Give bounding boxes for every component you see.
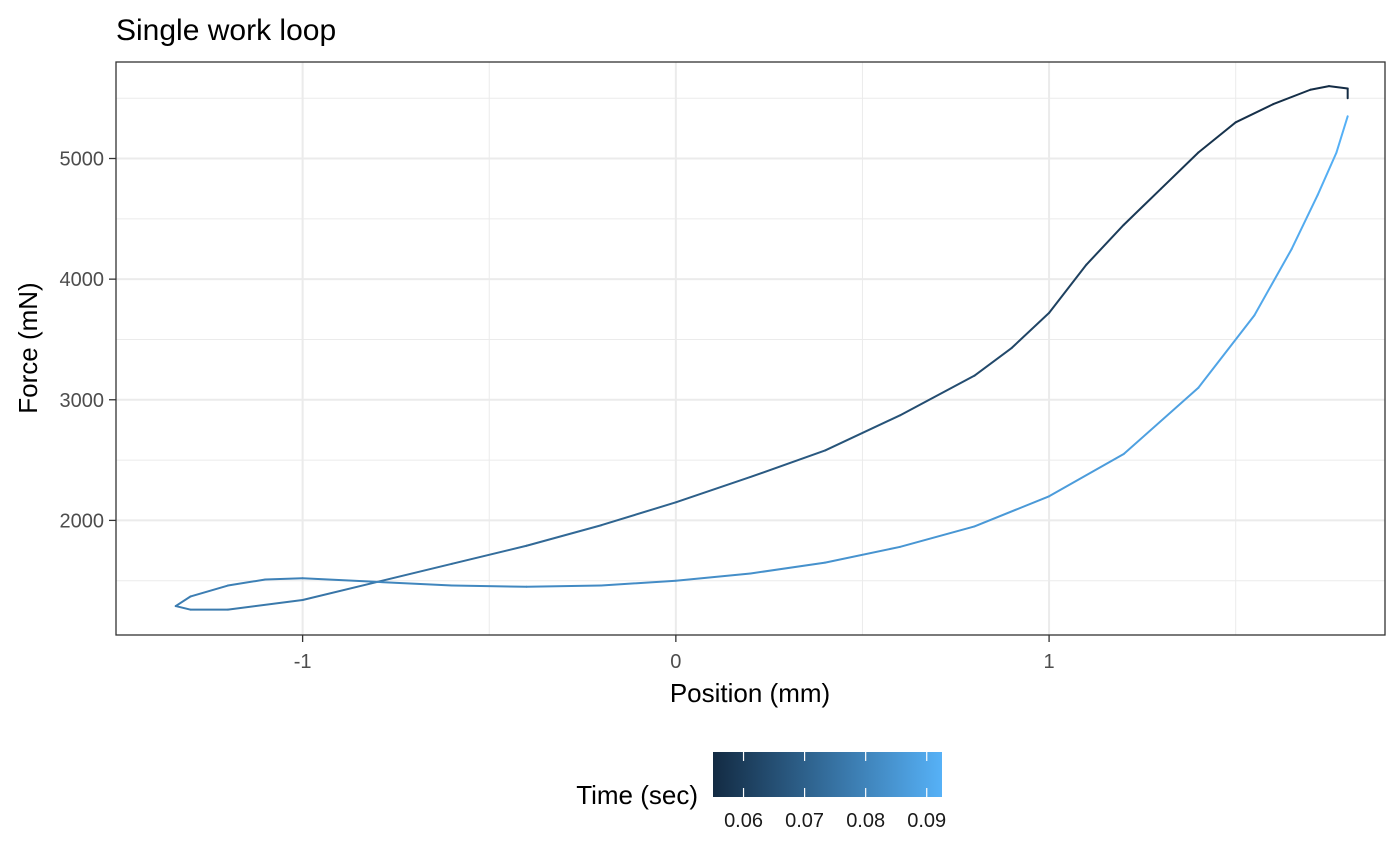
series-work-loop [174, 85, 1349, 611]
series-segment [1316, 151, 1338, 196]
series-segment [376, 562, 453, 583]
series-segment [174, 595, 192, 608]
series-segment [301, 580, 379, 602]
series-segment [1122, 187, 1163, 226]
series-segment [973, 495, 1051, 528]
series-segment [973, 346, 1013, 377]
series-segment [226, 599, 304, 611]
legend-title: Time (sec) [576, 780, 698, 810]
plot-border [115, 61, 1386, 636]
series-segment [824, 414, 901, 452]
series-segment [824, 545, 901, 564]
series-segment [189, 584, 229, 598]
series-segment [749, 561, 827, 575]
series-segment [1335, 115, 1349, 154]
y-tick-label: 4000 [60, 269, 105, 291]
x-axis: -1 0 1 [294, 635, 1055, 673]
series-segment [1085, 223, 1125, 266]
series-segment [600, 579, 677, 587]
series-segment [226, 578, 267, 587]
series-segment [450, 544, 528, 565]
grid-major [116, 62, 1385, 635]
series-segment [1048, 263, 1088, 314]
series-segment [1309, 85, 1331, 91]
series-segment [674, 572, 752, 582]
series-segment [450, 584, 528, 588]
series-segment [1272, 88, 1312, 106]
x-axis-title: Position (mm) [670, 678, 830, 708]
y-tick-label: 3000 [60, 390, 105, 412]
plot-background [116, 62, 1385, 635]
series-segment [1197, 314, 1256, 389]
series-segment [1048, 453, 1125, 498]
y-axis-title: Force (mN) [13, 282, 43, 413]
series-segment [1234, 103, 1275, 124]
legend-tick-label: 0.09 [907, 810, 946, 832]
y-tick-label: 5000 [60, 149, 105, 171]
series-segment [376, 580, 453, 587]
series-segment [898, 525, 976, 548]
series-segment [1010, 311, 1051, 349]
series-segment [749, 449, 827, 478]
series-segment [1197, 121, 1237, 154]
legend: Time (sec) 0.06 0.07 0.08 0.09 [576, 752, 946, 832]
series-segment [600, 501, 677, 527]
series-segment [1253, 247, 1293, 317]
series-segment [898, 374, 976, 417]
series-segment [1290, 193, 1319, 250]
legend-colorbar [713, 752, 942, 797]
series-segment [301, 577, 379, 583]
series-segment [525, 524, 603, 547]
plot-area [115, 61, 1386, 636]
legend-ticks: 0.06 0.07 0.08 0.09 [724, 752, 946, 832]
series-layer [174, 85, 1349, 611]
chart-title: Single work loop [116, 14, 336, 47]
y-axis: 2000 3000 4000 5000 [60, 149, 116, 532]
legend-tick-label: 0.07 [785, 810, 824, 832]
grid-minor [116, 62, 1385, 635]
series-segment [674, 475, 752, 504]
y-tick-label: 2000 [60, 510, 105, 532]
series-segment [174, 605, 192, 611]
x-tick-label: 1 [1044, 651, 1055, 673]
series-segment [264, 577, 304, 581]
series-segment [1328, 85, 1349, 90]
series-segment [1122, 386, 1200, 456]
legend-tick-label: 0.08 [846, 810, 885, 832]
legend-tick-label: 0.06 [724, 810, 763, 832]
series-segment [1160, 151, 1200, 190]
series-segment [525, 584, 603, 588]
x-tick-label: -1 [294, 651, 312, 673]
x-tick-label: 0 [670, 651, 681, 673]
